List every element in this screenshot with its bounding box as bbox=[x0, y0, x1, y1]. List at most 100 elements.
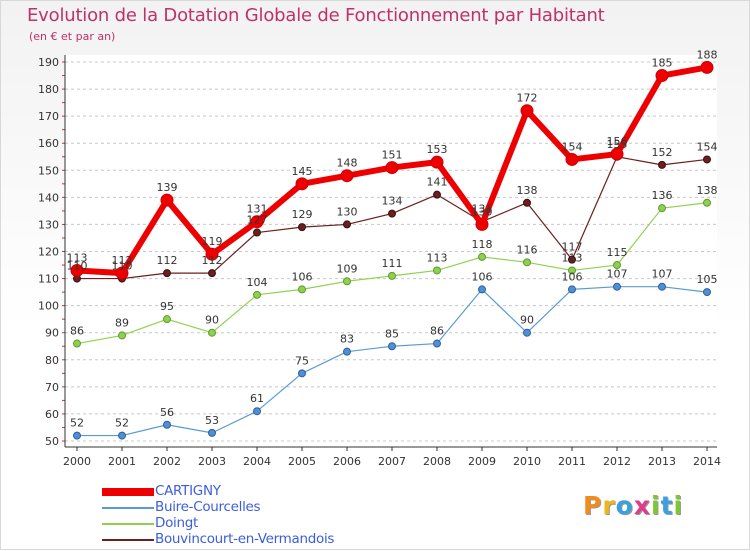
y-tick-label: 130 bbox=[38, 218, 59, 231]
data-label: 130 bbox=[472, 205, 493, 218]
x-tick-label: 2010 bbox=[513, 455, 541, 468]
data-point-doingt bbox=[73, 339, 81, 348]
data-point-doingt bbox=[208, 328, 216, 337]
data-label: 119 bbox=[202, 235, 223, 248]
data-point-cartigny bbox=[520, 104, 534, 118]
legend-swatch-cartigny bbox=[102, 488, 154, 496]
data-label: 52 bbox=[115, 417, 129, 430]
data-point-cartigny bbox=[160, 193, 174, 207]
y-tick-label: 50 bbox=[45, 435, 59, 448]
x-tick-label: 2000 bbox=[63, 455, 91, 468]
data-point-buire-courcelles bbox=[253, 407, 261, 416]
x-tick-label: 2008 bbox=[423, 455, 451, 468]
legend-swatch-bouvincourt-en-vermandois bbox=[102, 539, 154, 541]
data-label: 105 bbox=[697, 273, 718, 286]
data-point-buire-courcelles bbox=[73, 431, 81, 440]
data-point-doingt bbox=[343, 277, 351, 286]
y-tick-label: 90 bbox=[45, 327, 59, 340]
data-point-cartigny bbox=[250, 215, 264, 229]
y-tick-label: 160 bbox=[38, 137, 59, 150]
x-tick-label: 2011 bbox=[558, 455, 586, 468]
data-point-cartigny bbox=[430, 155, 444, 169]
data-point-buire-courcelles bbox=[478, 285, 486, 294]
data-label: 86 bbox=[430, 325, 444, 338]
y-tick-label: 190 bbox=[38, 56, 59, 69]
data-point-doingt bbox=[523, 258, 531, 267]
data-point-cartigny bbox=[565, 152, 579, 166]
data-point-doingt bbox=[613, 261, 621, 270]
data-point-bouvincourt-en-vermandois bbox=[208, 269, 216, 278]
data-label: 131 bbox=[472, 203, 493, 216]
data-label: 107 bbox=[652, 268, 673, 281]
data-label: 131 bbox=[247, 203, 268, 216]
data-label: 154 bbox=[697, 140, 718, 153]
data-label: 185 bbox=[652, 57, 673, 70]
data-label: 90 bbox=[520, 314, 534, 327]
x-tick-label: 2013 bbox=[648, 455, 676, 468]
data-label: 155 bbox=[607, 138, 628, 151]
data-point-cartigny bbox=[610, 147, 624, 161]
data-label: 117 bbox=[562, 241, 583, 254]
data-point-buire-courcelles bbox=[388, 342, 396, 351]
data-point-cartigny bbox=[700, 60, 714, 74]
data-point-doingt bbox=[163, 315, 171, 324]
data-label: 139 bbox=[157, 181, 178, 194]
data-label: 151 bbox=[382, 149, 403, 162]
legend-swatch-buire-courcelles bbox=[102, 507, 154, 509]
data-point-cartigny bbox=[385, 161, 399, 175]
data-label: 110 bbox=[112, 260, 133, 273]
data-point-buire-courcelles bbox=[208, 428, 216, 437]
data-label: 95 bbox=[160, 300, 174, 313]
data-label: 153 bbox=[427, 143, 448, 156]
data-point-buire-courcelles bbox=[118, 431, 126, 440]
data-point-bouvincourt-en-vermandois bbox=[253, 228, 261, 237]
data-label: 188 bbox=[697, 48, 718, 61]
data-label: 115 bbox=[607, 246, 628, 259]
data-label: 107 bbox=[607, 268, 628, 281]
data-label: 118 bbox=[472, 238, 493, 251]
logo-letter: x bbox=[633, 491, 651, 520]
data-point-bouvincourt-en-vermandois bbox=[343, 220, 351, 229]
y-tick-label: 140 bbox=[38, 191, 59, 204]
y-tick-label: 150 bbox=[38, 164, 59, 177]
data-label: 138 bbox=[697, 184, 718, 197]
data-point-doingt bbox=[298, 285, 306, 294]
legend-label: CARTIGNY bbox=[155, 483, 221, 499]
data-label: 136 bbox=[652, 189, 673, 202]
x-tick-label: 2012 bbox=[603, 455, 631, 468]
data-label: 75 bbox=[295, 354, 309, 367]
chart-subtitle: (en € et par an) bbox=[29, 30, 116, 43]
data-label: 112 bbox=[202, 254, 223, 267]
data-point-buire-courcelles bbox=[523, 328, 531, 337]
legend-label: Doingt bbox=[155, 515, 199, 531]
data-point-doingt bbox=[478, 252, 486, 261]
data-label: 106 bbox=[292, 270, 313, 283]
data-label: 85 bbox=[385, 327, 399, 340]
chart-title: Evolution de la Dotation Globale de Fonc… bbox=[27, 5, 605, 26]
x-tick-label: 2004 bbox=[243, 455, 271, 468]
logo-letter: P bbox=[583, 491, 603, 520]
legend-label: Bouvincourt-en-Vermandois bbox=[155, 531, 335, 547]
data-label: 89 bbox=[115, 316, 129, 329]
data-label: 111 bbox=[382, 257, 403, 270]
data-point-bouvincourt-en-vermandois bbox=[388, 209, 396, 218]
logo-letter: r bbox=[602, 491, 616, 520]
y-tick-label: 60 bbox=[45, 408, 59, 421]
data-label: 130 bbox=[337, 205, 358, 218]
data-label: 56 bbox=[160, 406, 174, 419]
data-label: 134 bbox=[382, 195, 403, 208]
x-tick-label: 2005 bbox=[288, 455, 316, 468]
data-point-buire-courcelles bbox=[163, 420, 171, 429]
data-label: 112 bbox=[157, 254, 178, 267]
data-point-doingt bbox=[703, 198, 711, 207]
legend-label: Buire-Courcelles bbox=[155, 499, 261, 515]
data-label: 113 bbox=[562, 251, 583, 264]
data-point-cartigny bbox=[115, 266, 129, 280]
data-point-buire-courcelles bbox=[613, 282, 621, 291]
data-label: 109 bbox=[337, 262, 358, 275]
data-label: 106 bbox=[472, 270, 493, 283]
data-point-bouvincourt-en-vermandois bbox=[298, 223, 306, 232]
data-point-doingt bbox=[388, 271, 396, 280]
logo-letter: i bbox=[651, 491, 661, 520]
